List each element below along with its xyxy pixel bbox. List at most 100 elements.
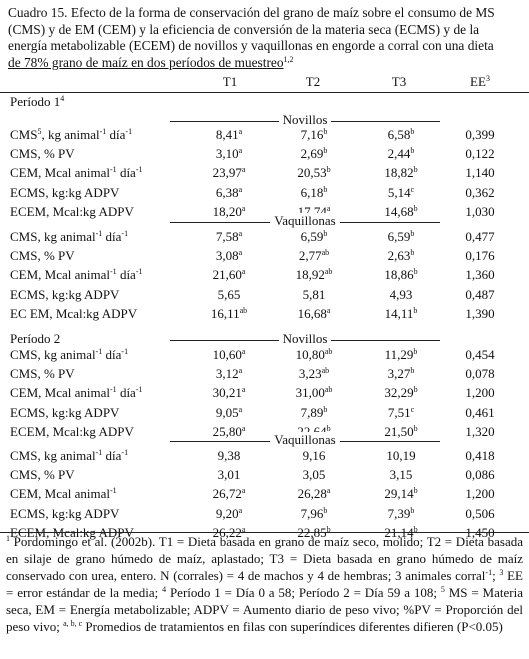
cell-v1: 30,21a <box>190 384 268 402</box>
cell-sup: b <box>323 146 328 156</box>
cell-sup: a <box>326 203 331 213</box>
cell-v3: 2,44b <box>362 145 440 163</box>
cell-value: 5,14 <box>387 184 411 200</box>
group-name: Novillos <box>278 331 332 346</box>
row-label: ECMS, kg:kg ADPV <box>10 404 119 422</box>
row-label: CEM, Mcal animal-1 <box>10 485 117 503</box>
cell-value: 3,15 <box>389 467 413 483</box>
cell-ee: 0,418 <box>465 448 495 463</box>
row-label-text: ECMS, kg:kg ADPV <box>10 505 120 521</box>
row-unit-sup: -1 <box>95 448 103 457</box>
cell-value: 29,14 <box>384 486 414 502</box>
cell-sup: ab <box>324 267 333 277</box>
cell-v3: 7,51c <box>362 404 440 422</box>
cell-ee: 0,122 <box>465 146 495 162</box>
row-unit-sup: -1 <box>99 127 107 136</box>
cell-sup: b <box>413 423 418 433</box>
row-unit-sup: -1 <box>95 347 103 356</box>
cell-sup: b <box>410 229 415 238</box>
cell-v2: 16,68a <box>275 305 353 323</box>
cell-value: 18,82 <box>384 165 414 181</box>
row-label-text: CMS, % PV <box>10 146 75 162</box>
header-t3: T3 <box>391 74 407 89</box>
caption-line: energía metabolizable (ECEM) de novillos… <box>8 38 494 54</box>
group-header: Novillos <box>170 112 440 128</box>
cell-v3: 18,86b <box>362 266 440 284</box>
cell-v1: 26,72a <box>190 485 268 503</box>
cell-sup: b <box>413 203 418 213</box>
row-label: CMS, % PV <box>10 466 75 484</box>
cell-value: 9,16 <box>302 448 326 463</box>
cell-value: 20,53 <box>297 165 327 181</box>
period-label-text: Período 1 <box>10 94 61 109</box>
table-row: CEM, Mcal animal-1 día-1 30,21a 31,00ab 32,… <box>0 384 529 402</box>
cell-v1: 9,38 <box>190 447 268 465</box>
period-label: Período 14 <box>10 94 64 110</box>
cell-ee: 0,461 <box>465 404 495 420</box>
cell-sup: c <box>410 184 415 194</box>
group-header: Vaquillonas <box>170 213 440 229</box>
cell-value: 5,81 <box>302 286 326 302</box>
cell-value: 3,08 <box>215 248 239 264</box>
cell-sup: ab <box>324 385 333 395</box>
cell-sup: b <box>326 423 331 433</box>
cell-sup: b <box>410 146 415 156</box>
row-label: CMS, % PV <box>10 247 75 265</box>
cell-value: 16,68 <box>297 305 327 321</box>
group-header: Novillos <box>170 331 440 347</box>
table-row: CEM, Mcal animal-1 día-1 21,60a 18,92ab 18,… <box>0 266 529 284</box>
table-row: ECMS, kg:kg ADPV 9,20a 7,96b 7,39b 0,506 <box>0 505 529 523</box>
table-row: CEM, Mcal animal-1 día-1 23,97a 20,53b 18,8… <box>0 164 529 182</box>
cell-sup: b <box>410 127 415 136</box>
cell-sup: a <box>238 505 243 515</box>
cell-sup: ab <box>239 305 248 315</box>
cell-v3: 29,14b <box>362 485 440 503</box>
cell-v2: 2,69b <box>275 145 353 163</box>
cell-v3: 11,29b <box>362 346 440 364</box>
row-label-text: CEM, Mcal animal <box>10 267 111 283</box>
cell-v3: 32,29b <box>362 384 440 402</box>
cell-value: 2,77 <box>298 248 322 264</box>
cell-value: 2,69 <box>300 146 324 162</box>
row-label: CEM, Mcal animal-1 día-1 <box>10 384 143 402</box>
row-label: CMS, % PV <box>10 145 75 163</box>
period-label-sup: 4 <box>60 94 65 103</box>
cell-v3: 3,15 <box>362 466 440 484</box>
cell-v3: 18,82b <box>362 164 440 182</box>
cell-value: 10,80 <box>295 347 325 362</box>
cell-sup: b <box>323 505 328 515</box>
row-label-text: CMS, kg animal <box>10 229 96 244</box>
row-unit-sup: -1 <box>110 385 117 395</box>
cell-v3: 5,14c <box>362 184 440 202</box>
cell-sup: b <box>323 404 328 414</box>
cell-value: 3,01 <box>217 467 241 483</box>
bottom-rule <box>0 532 529 533</box>
cell-ee: 0,487 <box>465 286 495 302</box>
cell-value: 7,51 <box>387 404 411 420</box>
cell-sup: a <box>238 229 243 238</box>
table-row: CMS, % PV 3,12a 3,23ab 3,27b 0,078 <box>0 365 529 383</box>
cell-sup: b <box>413 486 418 496</box>
cell-value: 5,65 <box>217 286 241 302</box>
cell-v1: 25,80a <box>190 423 268 441</box>
row-unit-sup: -1 <box>135 165 143 175</box>
cell-value: 2,63 <box>387 248 411 264</box>
row-unit-sup: -1 <box>135 267 143 277</box>
cell-value: 11,29 <box>384 347 414 362</box>
cell-v3: 6,59b <box>362 228 440 246</box>
cell-value: 7,39 <box>387 505 411 521</box>
cell-value: 3,10 <box>215 146 239 162</box>
cell-v2: 2,77ab <box>275 247 353 265</box>
row-label-text: ECEM, Mcal:kg ADPV <box>10 203 134 219</box>
row-unit-sup: -1 <box>121 448 129 457</box>
cell-ee: 1,320 <box>465 423 495 439</box>
cell-value: 18,92 <box>295 267 325 283</box>
cell-v1: 21,60a <box>190 266 268 284</box>
row-label-text: CMS, % PV <box>10 467 75 483</box>
cell-v1: 3,12a <box>190 365 268 383</box>
cell-value: 18,20 <box>212 203 242 219</box>
cell-v2: 20,53b <box>275 164 353 182</box>
header-t1: T1 <box>222 74 238 89</box>
cell-value: 3,05 <box>302 467 326 483</box>
row-unit-sup: -1 <box>110 267 117 277</box>
